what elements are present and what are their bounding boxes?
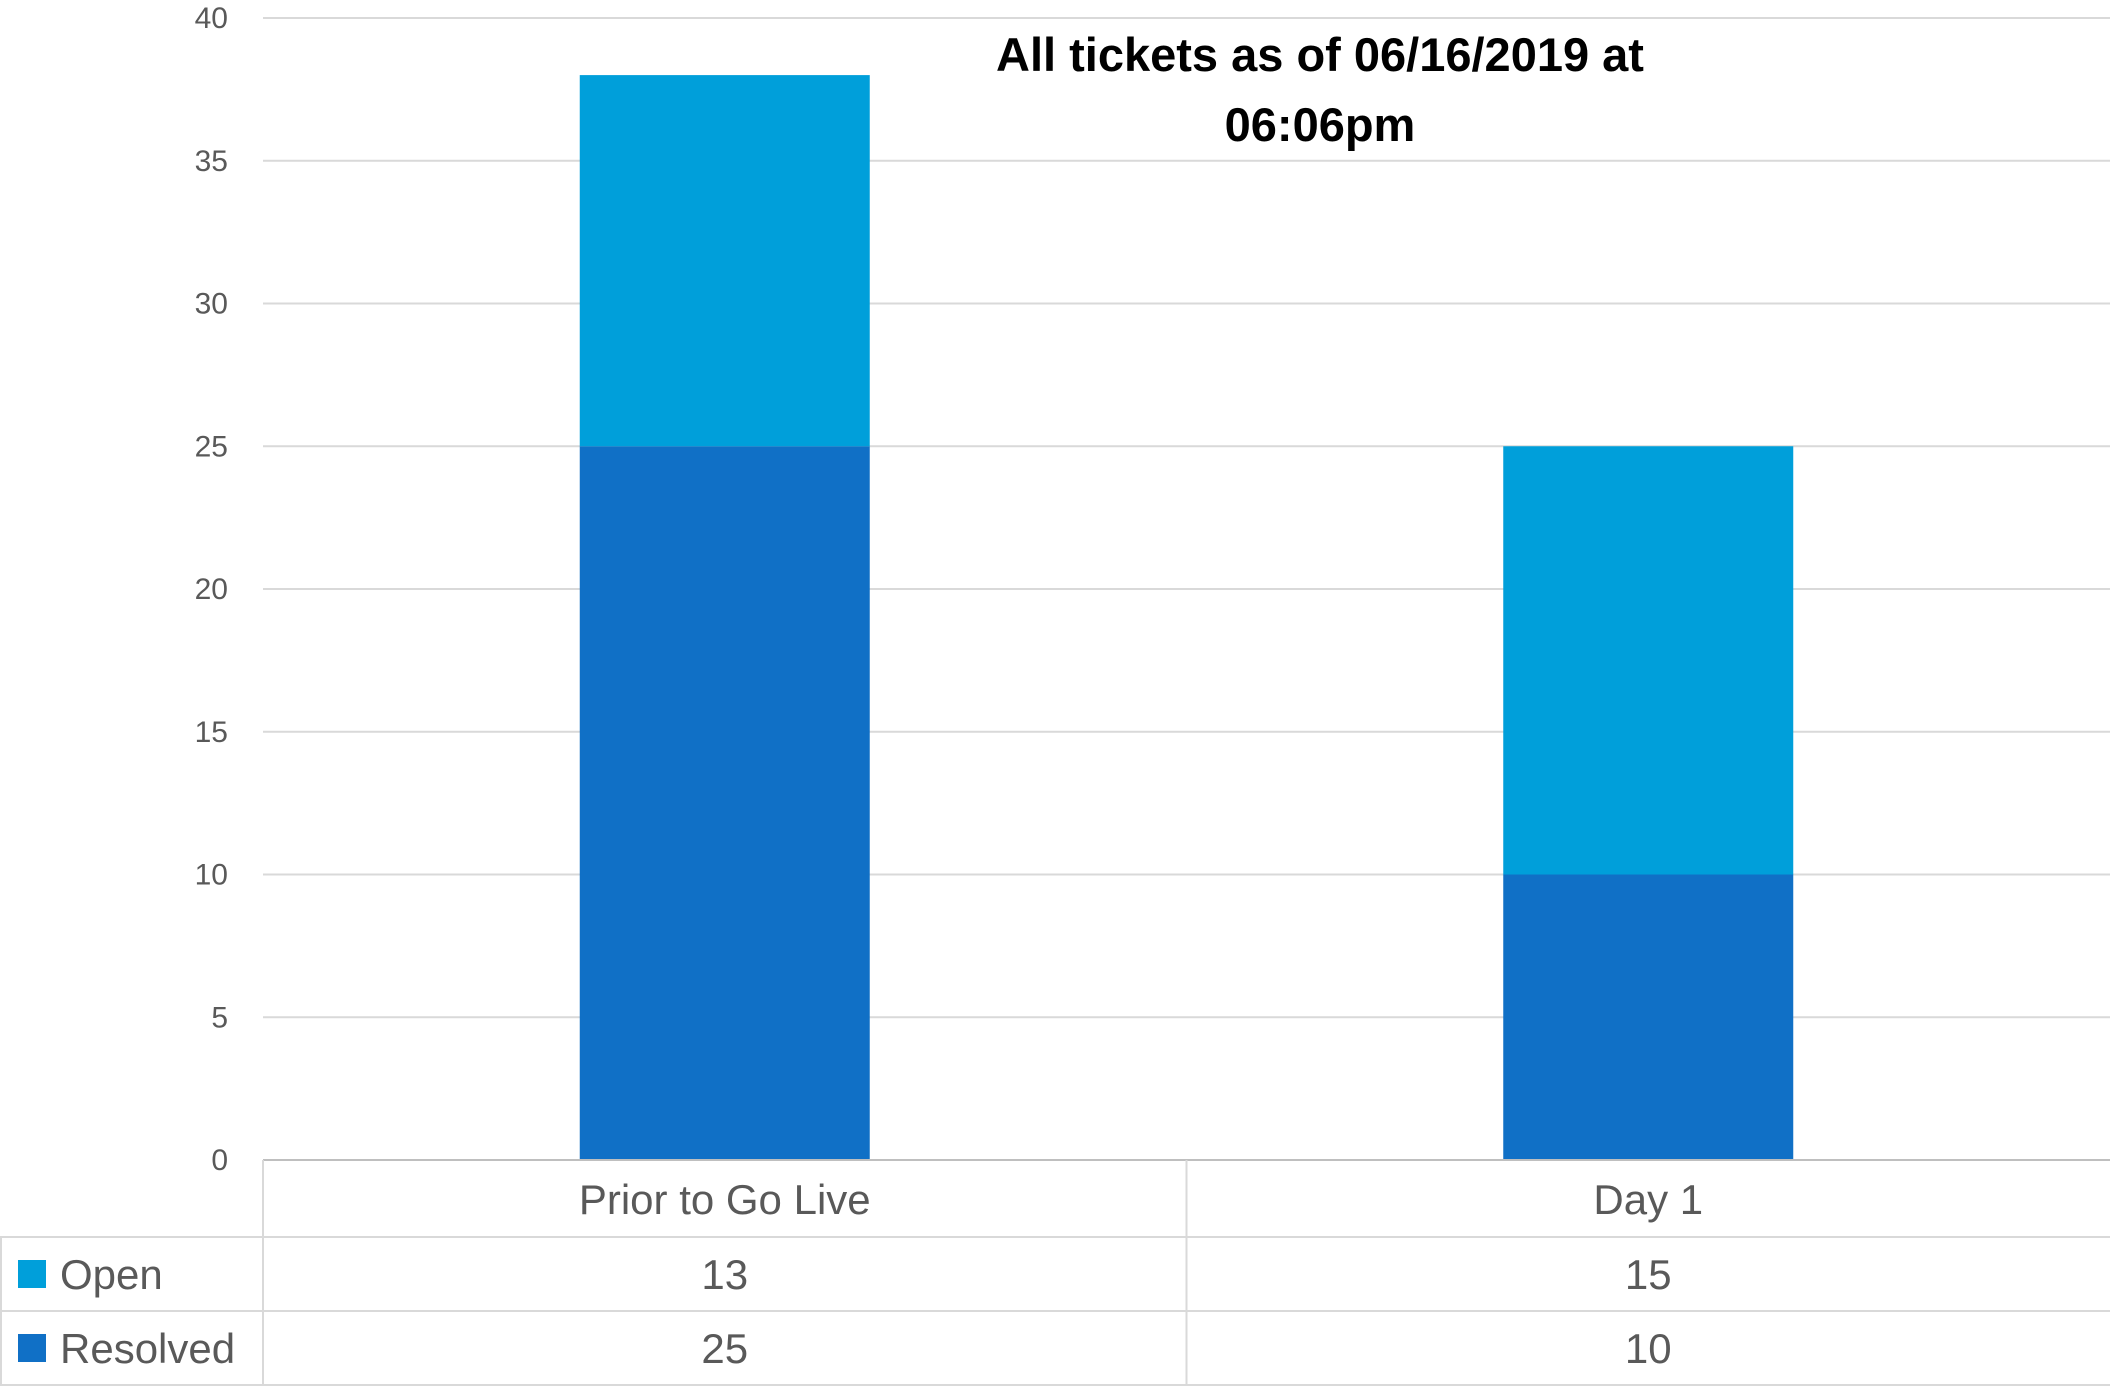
y-tick-label: 40 <box>195 2 228 35</box>
legend-label-open: Open <box>60 1251 163 1298</box>
bar-resolved-1 <box>1503 874 1794 1160</box>
y-tick-label: 15 <box>195 716 228 749</box>
chart-title: All tickets as of 06/16/2019 at 06:06pm <box>996 28 1644 151</box>
y-tick-label: 30 <box>195 288 228 321</box>
y-tick-label: 0 <box>211 1144 228 1177</box>
y-tick-label: 5 <box>211 1001 228 1034</box>
legend-swatch-open <box>18 1260 46 1288</box>
y-tick-label: 35 <box>195 145 228 178</box>
y-tick-label: 10 <box>195 859 228 892</box>
y-axis-ticks: 0 5 10 15 20 25 30 35 40 <box>195 2 228 1177</box>
legend-swatch-resolved <box>18 1334 46 1362</box>
legend-label-resolved: Resolved <box>60 1325 235 1372</box>
x-category-label: Day 1 <box>1593 1176 1703 1223</box>
table-value-resolved-0: 25 <box>701 1325 748 1372</box>
table-value-open-0: 13 <box>701 1251 748 1298</box>
data-table: Prior to Go Live Day 1 Open 13 15 Resolved 25 1… <box>0 1159 2110 1386</box>
table-value-resolved-1: 10 <box>1625 1325 1672 1372</box>
bars <box>579 75 1794 1160</box>
y-tick-label: 25 <box>195 430 228 463</box>
table-value-open-1: 15 <box>1625 1251 1672 1298</box>
bar-open-1 <box>1503 446 1794 875</box>
bar-resolved-0 <box>579 446 870 1160</box>
gridlines <box>263 17 2110 1019</box>
x-category-label: Prior to Go Live <box>579 1176 871 1223</box>
y-tick-label: 20 <box>195 573 228 606</box>
bar-open-0 <box>579 75 870 447</box>
